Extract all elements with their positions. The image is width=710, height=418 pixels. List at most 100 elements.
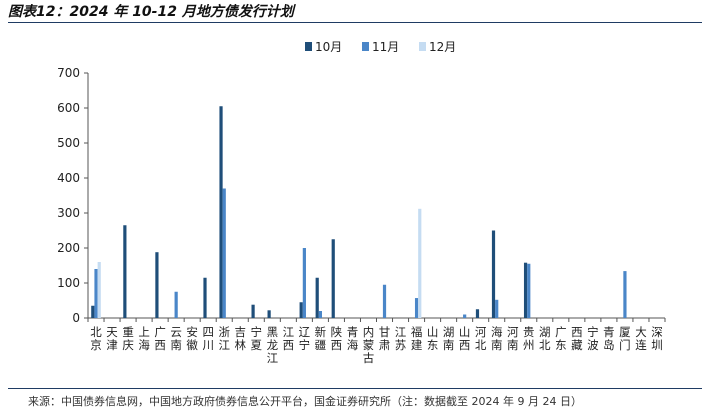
bar-10月-宁夏 [251,304,255,318]
x-tick-label: 蒙 [363,338,375,352]
x-tick-label: 林 [235,338,247,352]
x-tick-label: 青 [347,325,359,339]
x-tick-label: 山 [459,325,471,339]
x-tick-label: 厦 [619,325,631,339]
title-rule [8,22,702,23]
x-tick-label: 西 [154,338,166,352]
x-tick-label: 河 [475,325,487,339]
x-tick-label: 陕 [331,325,343,339]
bar-11月-福建 [414,298,419,318]
bar-11月-浙江 [222,188,226,318]
bar-10月-贵州 [523,262,528,318]
bar-10月-海南 [491,230,496,318]
x-tick-label: 江 [283,325,295,339]
x-tick-label: 吉 [235,325,247,339]
x-tick-label: 青 [603,325,615,339]
source-note: 来源：中国债券信息网，中国地方政府债券信息公开平台，国金证券研究所（注：数据截至… [28,395,582,408]
x-tick-label: 宁 [299,338,311,352]
x-tick-label: 宁 [251,325,263,339]
bar-10月-辽宁 [299,302,303,318]
legend-label-11月: 11月 [372,40,399,54]
x-tick-label: 东 [555,338,567,352]
x-tick-label: 重 [122,325,134,339]
y-tick-label: 600 [57,101,80,115]
bar-10月-浙江 [219,106,223,318]
x-tick-label: 湖 [443,325,455,339]
legend-swatch-11月 [362,42,369,51]
x-tick-label: 藏 [571,338,583,352]
x-tick-label: 夏 [251,338,263,352]
x-tick-label: 波 [587,338,599,352]
x-tick-label: 疆 [315,338,327,352]
bar-11月-新疆 [318,311,323,318]
x-tick-label: 贵 [523,325,535,339]
x-tick-label: 庆 [122,338,134,352]
x-tick-label: 北 [539,338,551,352]
bar-11月-山西 [463,314,467,318]
x-tick-label: 南 [443,338,455,352]
x-tick-label: 建 [411,338,423,352]
x-tick-label: 南 [507,338,519,352]
x-tick-label: 西 [283,338,295,352]
x-tick-label: 津 [106,338,118,352]
bar-10月-重庆 [123,225,127,318]
x-tick-label: 南 [491,338,503,352]
x-tick-label: 浙 [218,325,230,339]
x-tick-label: 甘 [379,325,391,339]
x-tick-label: 天 [106,325,118,339]
x-tick-label: 江 [267,351,279,365]
x-tick-label: 海 [138,338,150,352]
footer-rule [8,388,702,389]
y-tick-label: 700 [57,66,80,80]
bar-10月-广西 [155,252,159,318]
x-tick-label: 海 [347,338,359,352]
x-tick-label: 京 [90,338,102,352]
bar-11月-北京 [94,269,98,318]
x-tick-label: 肃 [379,338,391,352]
x-tick-label: 辽 [299,325,311,339]
x-tick-label: 宁 [587,325,599,339]
bar-10月-黑龙江 [267,310,271,318]
x-tick-label: 川 [202,338,214,352]
x-tick-label: 内 [363,325,375,339]
legend-label-10月: 10月 [315,40,342,54]
y-tick-label: 0 [72,311,80,325]
legend-swatch-12月 [419,42,426,51]
x-tick-label: 上 [138,325,150,339]
x-tick-label: 南 [170,338,182,352]
x-tick-label: 州 [523,338,535,352]
y-tick-label: 100 [57,276,80,290]
bar-chart: 0100200300400500600700北京天津重庆上海广西云南安徽四川浙江… [57,40,666,365]
bar-12月-北京 [97,262,101,318]
legend-label-12月: 12月 [429,40,456,54]
y-tick-label: 400 [57,171,80,185]
x-tick-label: 苏 [395,338,407,352]
x-tick-label: 西 [459,338,471,352]
x-tick-label: 西 [571,325,583,339]
chart-title: 图表12：2024 年 10-12 月地方债发行计划 [8,4,294,20]
x-tick-label: 福 [411,325,423,339]
x-tick-label: 河 [507,325,519,339]
bar-12月-福建 [418,208,422,318]
x-tick-label: 古 [363,351,375,365]
legend-swatch-10月 [305,42,312,51]
x-tick-label: 云 [170,325,182,339]
y-tick-label: 200 [57,241,80,255]
bar-11月-贵州 [527,263,531,318]
x-tick-label: 岛 [603,338,615,352]
bar-10月-新疆 [315,277,319,318]
x-tick-label: 龙 [267,338,279,352]
x-tick-label: 湖 [539,325,551,339]
x-tick-label: 山 [427,325,439,339]
bar-10月-河北 [475,309,480,318]
bar-10月-陕西 [331,239,335,318]
x-tick-label: 西 [331,338,343,352]
x-tick-label: 江 [395,325,407,339]
x-tick-label: 圳 [651,338,663,352]
y-tick-label: 500 [57,136,80,150]
x-tick-label: 徽 [186,338,198,352]
bar-11月-辽宁 [302,248,306,318]
x-tick-label: 海 [491,325,503,339]
x-tick-label: 深 [651,325,663,339]
x-tick-label: 连 [635,338,647,352]
